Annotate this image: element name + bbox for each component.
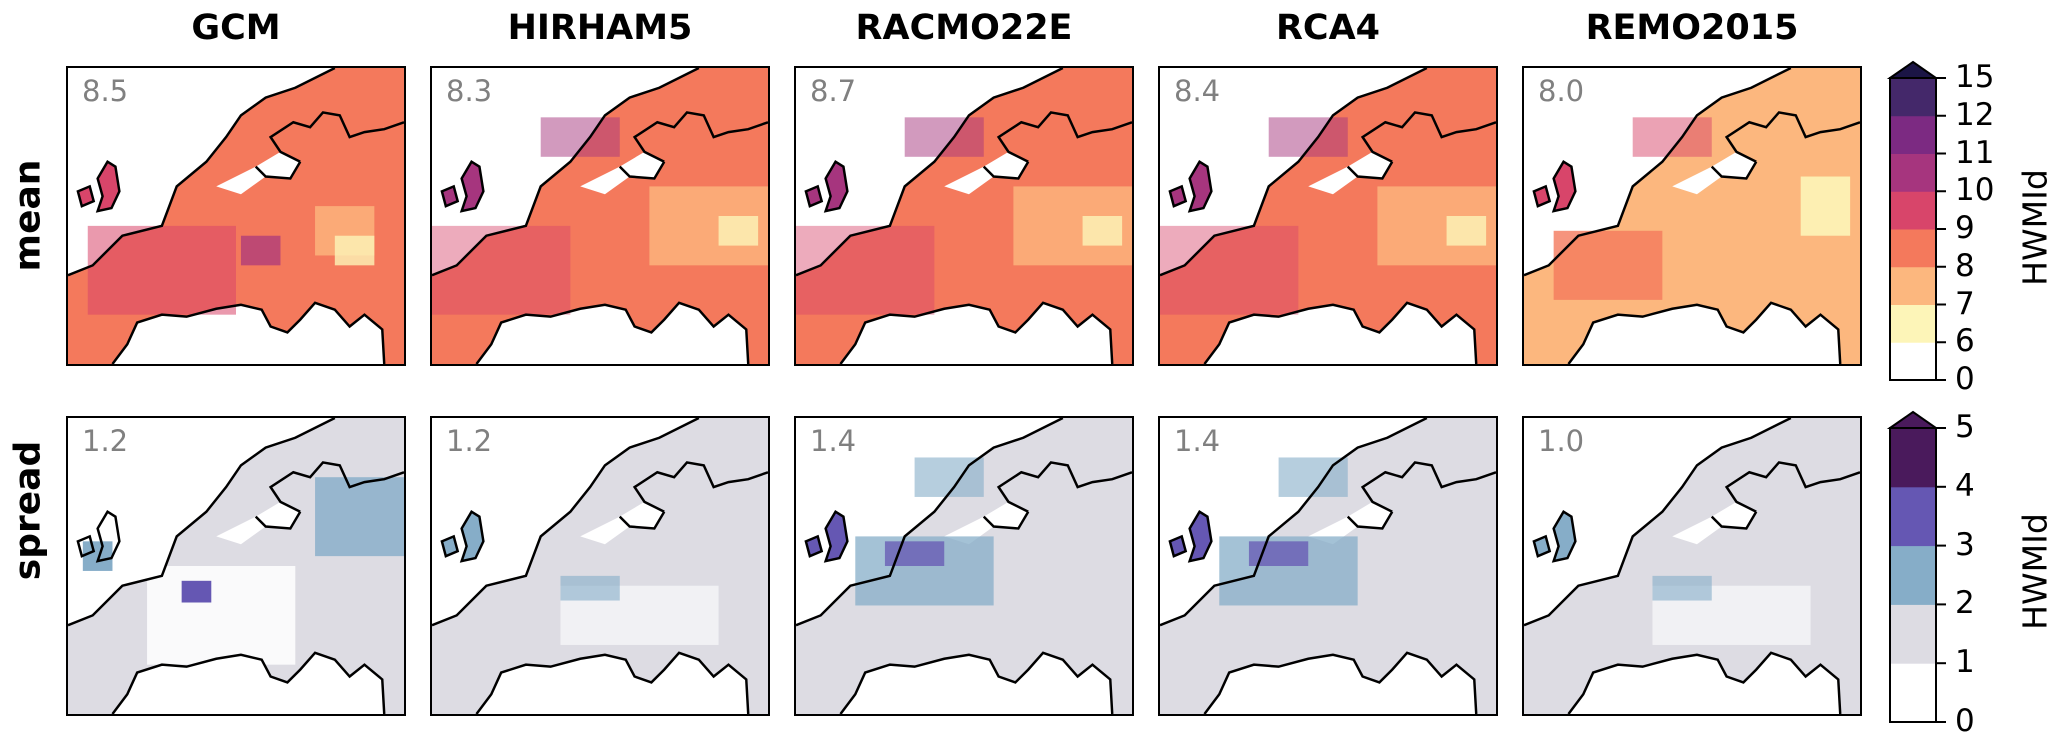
colorbar-segment <box>1890 78 1936 117</box>
europe-map <box>796 418 1132 714</box>
europe-map <box>1524 418 1860 714</box>
colorbar-segment <box>1890 428 1936 488</box>
colorbar-segment <box>1890 304 1936 343</box>
colorbar-segment <box>1890 545 1936 605</box>
column-title-racmo22e: RACMO22E <box>855 8 1073 48</box>
europe-map <box>68 418 404 714</box>
panel-value: 8.5 <box>82 74 129 108</box>
colorbar-tick-label: 0 <box>1955 361 1975 397</box>
colorbar-tick-label: 7 <box>1955 285 1975 322</box>
colorbar-segment <box>1890 663 1936 723</box>
colorbar-segment <box>1890 153 1936 192</box>
europe-map <box>1160 418 1496 714</box>
map-panel-mean-remo2015: 8.0 <box>1522 66 1862 366</box>
colorbar-segment <box>1890 342 1936 381</box>
colorbar-mean <box>1886 60 1946 381</box>
map-panel-spread-rca4: 1.4 <box>1158 416 1498 716</box>
colorbar-tick-label: 10 <box>1955 172 1995 209</box>
colorbar-tick-label: 1 <box>1955 644 1975 681</box>
map-panel-mean-gcm: 8.5 <box>66 66 406 366</box>
panel-value: 8.7 <box>810 74 857 108</box>
colorbar-spread <box>1886 410 1946 723</box>
europe-map <box>432 68 768 364</box>
colorbar-extend-arrow <box>1886 410 1940 429</box>
colorbar-tick-label: 0 <box>1955 703 1975 739</box>
map-panel-spread-remo2015: 1.0 <box>1522 416 1862 716</box>
colorbar-tick-label: 3 <box>1955 526 1975 563</box>
column-title-hirham5: HIRHAM5 <box>507 8 693 48</box>
map-panel-spread-gcm: 1.2 <box>66 416 406 716</box>
column-title-remo2015: REMO2015 <box>1585 8 1799 48</box>
panel-value: 1.4 <box>1174 424 1221 458</box>
colorbar-segment <box>1890 486 1936 547</box>
panel-value: 1.2 <box>82 424 129 458</box>
row-label-spread: spread <box>7 440 49 581</box>
europe-map <box>1160 68 1496 364</box>
colorbar-segment <box>1890 266 1936 305</box>
colorbar-tick-label: 5 <box>1955 409 1975 445</box>
europe-map <box>432 418 768 714</box>
colorbar-tick-label: 4 <box>1955 467 1975 504</box>
colorbar-tick-label: 6 <box>1955 323 1975 360</box>
panel-value: 1.0 <box>1538 424 1585 458</box>
colorbar-tick-label: 2 <box>1955 585 1975 622</box>
colorbar-segment <box>1890 604 1936 664</box>
colorbar-extend-arrow <box>1886 60 1940 79</box>
panel-value: 1.2 <box>446 424 493 458</box>
map-panel-spread-racmo22e: 1.4 <box>794 416 1134 716</box>
colorbar-label-spread: HWMId <box>2015 513 2055 630</box>
column-title-gcm: GCM <box>191 8 281 48</box>
colorbar-tick-label: 9 <box>1955 210 1975 246</box>
europe-map <box>68 68 404 364</box>
panel-value: 8.0 <box>1538 74 1585 108</box>
colorbar-label-mean: HWMId <box>2015 169 2055 286</box>
colorbar-segment <box>1890 229 1936 268</box>
map-panel-mean-rca4: 8.4 <box>1158 66 1498 366</box>
map-panel-mean-racmo22e: 8.7 <box>794 66 1134 366</box>
colorbar-outline <box>1889 427 1937 723</box>
panel-value: 8.3 <box>446 74 493 108</box>
panel-value: 8.4 <box>1174 74 1221 108</box>
europe-map <box>1524 68 1860 364</box>
column-title-rca4: RCA4 <box>1275 8 1381 48</box>
map-panel-spread-hirham5: 1.2 <box>430 416 770 716</box>
colorbar-segment <box>1890 191 1936 230</box>
panel-value: 1.4 <box>810 424 857 458</box>
row-label-mean: mean <box>7 159 49 272</box>
colorbar-tick-label: 8 <box>1955 247 1975 284</box>
map-panel-mean-hirham5: 8.3 <box>430 66 770 366</box>
colorbar-tick-label: 15 <box>1955 59 1995 95</box>
colorbar-tick-label: 11 <box>1955 134 1995 171</box>
colorbar-segment <box>1890 115 1936 154</box>
colorbar-tick-label: 12 <box>1955 96 1995 133</box>
europe-map <box>796 68 1132 364</box>
